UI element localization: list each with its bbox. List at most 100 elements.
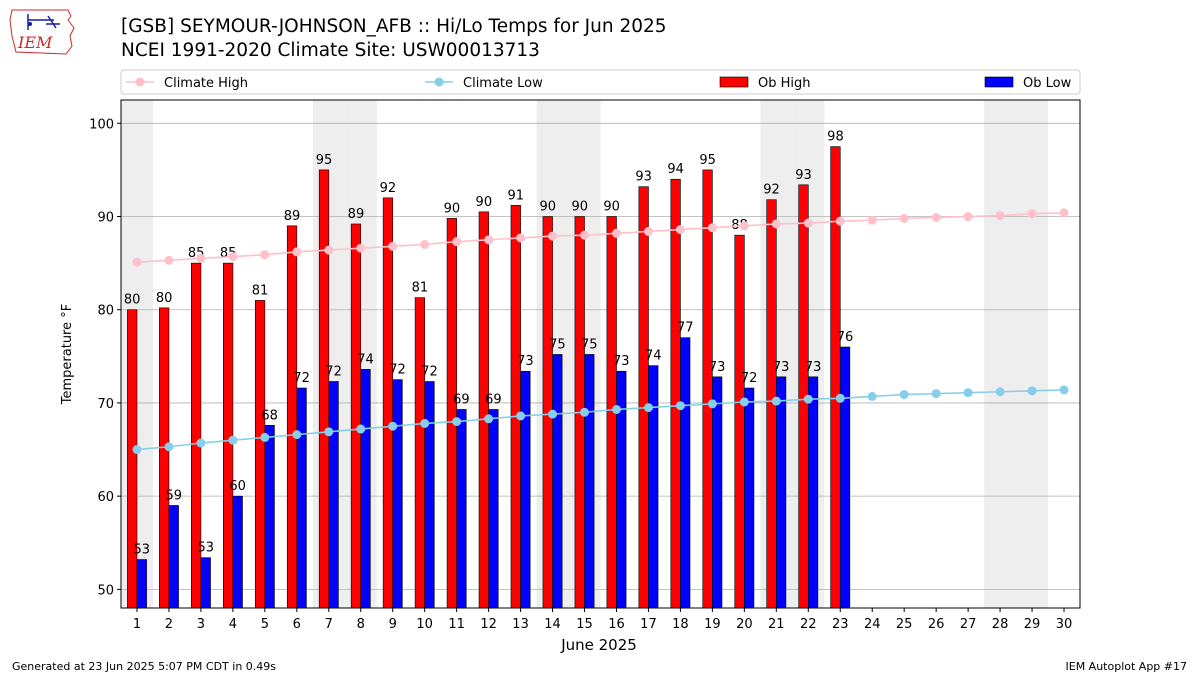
- y-tick-label: 80: [97, 304, 114, 319]
- app-credit: IEM Autoplot App #17: [1065, 660, 1188, 673]
- climate-high-point: [867, 215, 877, 225]
- climate-low-point: [675, 401, 685, 411]
- ob-high-label: 80: [156, 291, 173, 306]
- ob-high-bar: [510, 205, 521, 609]
- x-tick-label: 30: [1056, 617, 1073, 632]
- ob-low-label: 72: [325, 364, 342, 379]
- ob-low-bar: [648, 365, 659, 609]
- ob-high-label: 90: [539, 200, 556, 215]
- ob-low-bar: [776, 376, 787, 609]
- ob-low-bar: [200, 557, 211, 609]
- x-tick-label: 20: [736, 617, 753, 632]
- climate-low-point: [643, 403, 653, 413]
- x-tick-label: 24: [864, 617, 881, 632]
- ob-low-label: 72: [293, 371, 310, 386]
- x-tick-label: 12: [480, 617, 497, 632]
- ob-low-bar: [392, 379, 403, 609]
- climate-high-point: [707, 223, 717, 233]
- legend-box: [120, 69, 1081, 95]
- x-tick-label: 6: [293, 617, 301, 632]
- ob-high-bar: [478, 211, 489, 609]
- ob-high-label: 92: [763, 183, 780, 198]
- y-tick-label: 60: [97, 490, 114, 505]
- climate-high-point: [835, 216, 845, 226]
- ob-low-label: 74: [645, 349, 662, 364]
- climate-low-point: [1027, 386, 1037, 396]
- ob-low-label: 73: [773, 360, 790, 375]
- climate-high-point: [995, 211, 1005, 221]
- x-tick-label: 28: [992, 617, 1009, 632]
- ob-high-bar: [222, 262, 234, 609]
- ob-high-label: 92: [380, 181, 397, 196]
- climate-low-point: [420, 418, 430, 428]
- ob-low-label: 72: [421, 364, 438, 379]
- climate-low-point: [963, 388, 973, 398]
- ob-high-bar: [446, 218, 457, 609]
- legend-climate-high-marker: [135, 77, 145, 87]
- x-tick-label: 29: [1024, 617, 1041, 632]
- ob-low-bar: [264, 425, 275, 609]
- ob-low-bar: [296, 387, 307, 609]
- climate-high-point: [420, 239, 430, 249]
- climate-high-line: [136, 211, 1065, 263]
- weekend-shade: [984, 100, 1017, 608]
- ob-low-bar: [456, 409, 467, 609]
- x-tick-label: 10: [416, 617, 433, 632]
- ob-high-bar: [318, 169, 330, 609]
- ob-low-label: 53: [197, 541, 214, 556]
- x-tick-label: 4: [229, 617, 237, 632]
- ob-low-label: 53: [134, 543, 151, 558]
- x-tick-label: 16: [608, 617, 625, 632]
- ob-low-bar: [712, 376, 723, 609]
- climate-high-point: [643, 226, 653, 236]
- climate-low-point: [324, 427, 334, 437]
- climate-low-point: [516, 411, 526, 421]
- climate-high-point: [388, 241, 398, 251]
- climate-high-point: [484, 235, 494, 245]
- ob-high-label: 80: [124, 293, 141, 308]
- climate-low-point: [260, 432, 270, 442]
- climate-low-point: [132, 445, 142, 455]
- logo-text: IEM: [17, 33, 53, 52]
- climate-high-point: [452, 237, 462, 247]
- climate-high-point: [771, 219, 781, 229]
- x-tick-label: 14: [544, 617, 561, 632]
- ob-high-bar: [734, 234, 745, 609]
- x-tick-label: 5: [261, 617, 269, 632]
- ob-low-bar: [488, 409, 499, 609]
- ob-high-bar: [159, 307, 170, 609]
- ob-high-label: 90: [603, 200, 620, 215]
- ob-high-label: 93: [635, 170, 652, 185]
- climate-low-point: [580, 407, 590, 417]
- ob-high-bar: [638, 186, 649, 609]
- climate-low-point: [292, 430, 302, 440]
- climate-low-point: [835, 393, 845, 403]
- ob-high-bar: [702, 169, 713, 609]
- legend-climate-high-label: Climate High: [164, 76, 248, 91]
- x-tick-label: 13: [512, 617, 529, 632]
- x-tick-label: 19: [704, 617, 721, 632]
- ob-high-bar: [127, 309, 138, 609]
- climate-high-point: [228, 252, 238, 262]
- climate-high-point: [356, 243, 366, 253]
- legend-ob-high-swatch: [719, 76, 749, 88]
- y-axis-label: Temperature °F: [60, 304, 75, 405]
- climate-high-point: [611, 228, 621, 238]
- ob-high-bar: [830, 146, 841, 609]
- ob-low-label: 73: [709, 360, 726, 375]
- ob-high-label: 93: [795, 168, 812, 183]
- x-tick-label: 18: [672, 617, 689, 632]
- climate-low-point: [1059, 385, 1069, 395]
- y-tick-label: 100: [89, 117, 114, 132]
- x-tick-label: 3: [197, 617, 205, 632]
- ob-low-label: 75: [549, 337, 566, 352]
- x-tick-label: 22: [800, 617, 817, 632]
- x-tick-label: 26: [928, 617, 945, 632]
- climate-high-point: [931, 212, 941, 222]
- climate-low-point: [164, 442, 174, 452]
- x-tick-label: 11: [448, 617, 465, 632]
- climate-low-point: [484, 414, 494, 424]
- climate-low-point: [899, 390, 909, 400]
- climate-high-point: [1027, 209, 1037, 219]
